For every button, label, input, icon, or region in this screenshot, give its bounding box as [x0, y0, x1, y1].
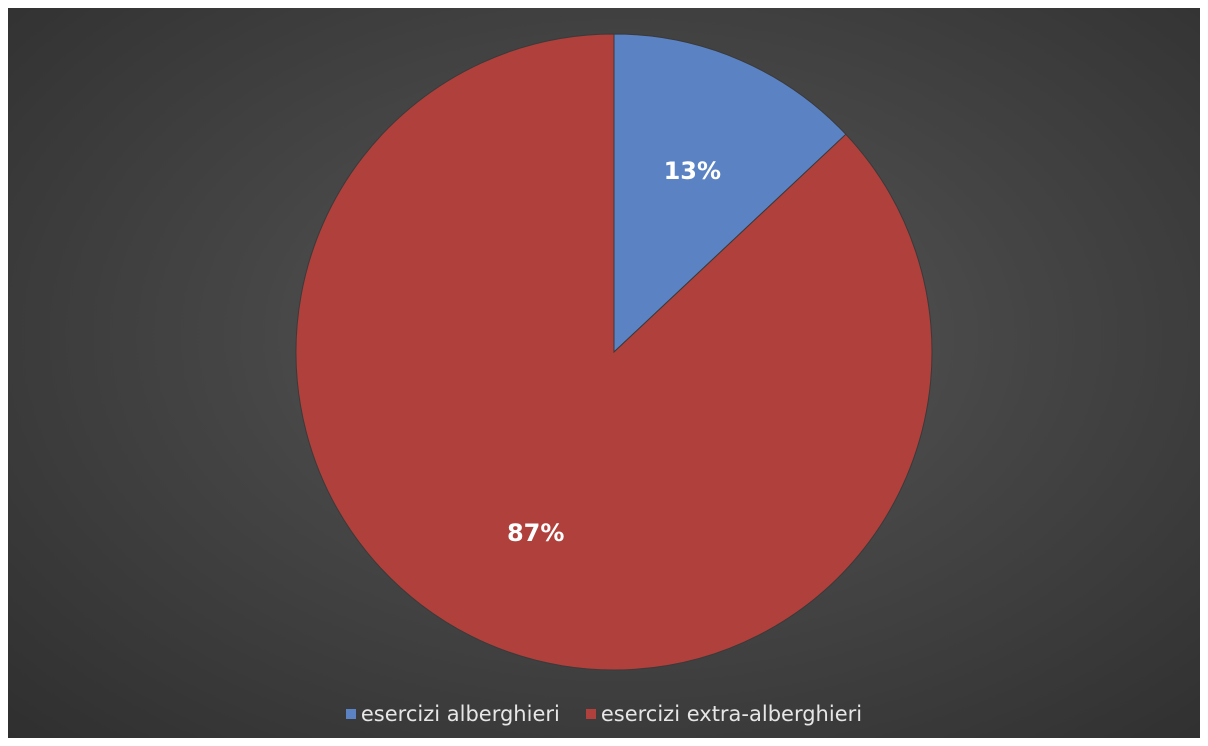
legend-label-alberghieri: esercizi alberghieri	[360, 702, 560, 726]
legend-item-alberghieri: esercizi alberghieri	[345, 702, 560, 726]
data-label-1: 87%	[507, 519, 564, 547]
legend-label-extra-alberghieri: esercizi extra-alberghieri	[600, 702, 863, 726]
legend-swatch-extra-alberghieri	[585, 709, 596, 719]
data-label-0: 13%	[664, 157, 721, 185]
pie-chart: 13% 87%	[295, 33, 933, 671]
legend-item-extra-alberghieri: esercizi extra-alberghieri	[585, 702, 863, 726]
chart-area: 13% 87% esercizi alberghieri esercizi ext…	[8, 8, 1200, 738]
pie-slice-0	[613, 33, 847, 354]
legend-swatch-alberghieri	[345, 709, 356, 719]
pie-slice-1	[295, 33, 933, 671]
legend: esercizi alberghieri esercizi extra-albe…	[8, 702, 1200, 726]
